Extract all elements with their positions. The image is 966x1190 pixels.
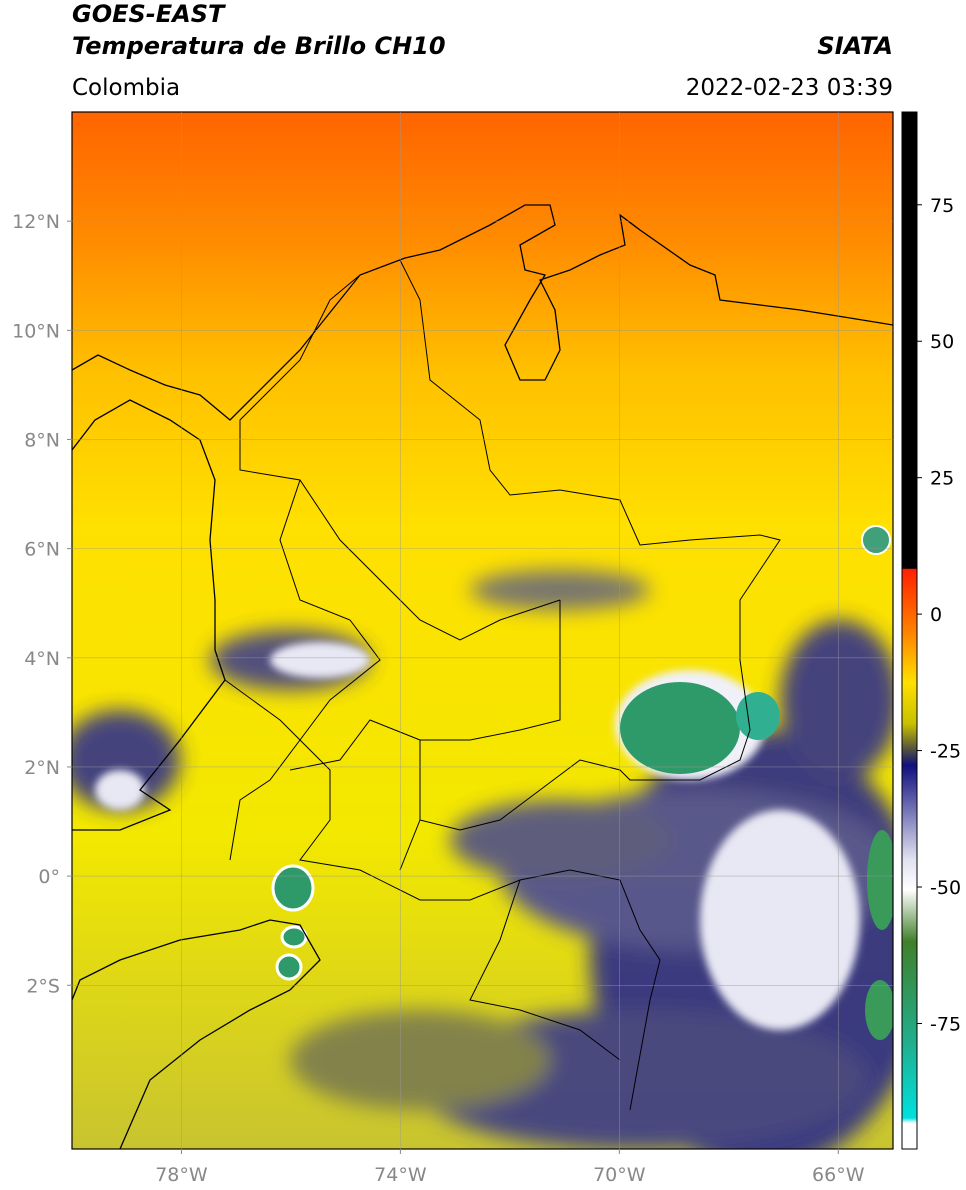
colorbar-tick-label: -75 xyxy=(930,1013,961,1035)
y-tick-label: 2°N xyxy=(24,757,60,779)
y-tick-label: 8°N xyxy=(24,429,60,451)
y-tick-label: 2°S xyxy=(26,975,60,997)
title: GOES-EAST xyxy=(72,0,226,28)
y-tick-label: 4°N xyxy=(24,648,60,670)
x-tick-label: 66°W xyxy=(812,1164,865,1186)
subtitle: Temperatura de Brillo CH10 xyxy=(72,32,446,60)
satellite-image xyxy=(72,112,893,1149)
x-tick-label: 70°W xyxy=(593,1164,646,1186)
y-tick-label: 0° xyxy=(38,866,60,888)
y-tick-label: 12°N xyxy=(12,211,60,233)
colorbar-tick-label: 0 xyxy=(930,604,942,626)
region: Colombia xyxy=(72,75,180,101)
colorbar-tick-label: 75 xyxy=(930,195,954,217)
y-tick-label: 10°N xyxy=(12,320,60,342)
colorbar xyxy=(901,111,918,1150)
x-tick-label: 78°W xyxy=(155,1164,208,1186)
map-frame xyxy=(71,111,894,1150)
colorbar-tick-label: -50 xyxy=(930,877,961,899)
colorbar-tick-label: 25 xyxy=(930,468,954,490)
colorbar-tick-label: -25 xyxy=(930,741,961,763)
colorbar-tick-label: 50 xyxy=(930,331,954,353)
x-tick-label: 74°W xyxy=(374,1164,427,1186)
datetime: 2022-02-23 03:39 xyxy=(686,75,893,101)
source: SIATA xyxy=(817,32,893,60)
y-tick-label: 6°N xyxy=(24,539,60,561)
